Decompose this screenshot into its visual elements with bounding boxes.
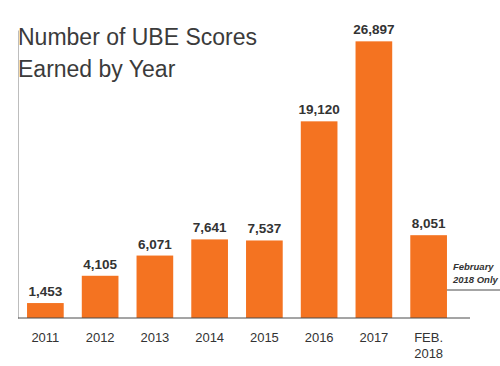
x-tick-label: 2013 [140, 330, 169, 345]
x-tick: 2015 [250, 318, 279, 345]
x-tick: 2011 [31, 318, 59, 345]
data-label: 19,120 [298, 102, 339, 117]
data-label: 7,537 [247, 221, 281, 236]
data-label: 7,641 [193, 220, 227, 235]
x-tick-label: 2012 [86, 330, 115, 345]
data-labels: 1,453 4,105 6,071 7,641 7,537 19,120 26,897 8,0… [28, 22, 446, 299]
x-tick: FEB.2018 [414, 318, 443, 361]
x-tick: 2017 [359, 318, 388, 345]
x-tick-label: 2016 [305, 330, 334, 345]
data-label: 4,105 [83, 257, 117, 272]
x-tick: 2013 [140, 318, 169, 345]
x-tick-label: 2017 [359, 330, 388, 345]
bars [27, 41, 447, 318]
x-tick: 2016 [305, 318, 334, 345]
bar [137, 256, 174, 318]
chart: Number of UBE ScoresEarned by Year201120… [0, 0, 500, 366]
x-tick-label: 2015 [250, 330, 279, 345]
data-label: 26,897 [353, 22, 394, 37]
x-axis: 2011 2012 2013 2014 2015 2016 2017 FEB.2018 [18, 318, 470, 361]
x-tick-label: 2011 [31, 330, 59, 345]
bar [27, 303, 64, 318]
bar [246, 240, 283, 318]
x-tick: 2014 [195, 318, 224, 345]
bar [410, 235, 447, 318]
data-label: 8,051 [412, 216, 446, 231]
y-axis-line [18, 31, 19, 319]
bar [191, 239, 228, 318]
bar [356, 41, 393, 318]
data-label: 6,071 [138, 237, 172, 252]
bar [301, 121, 338, 318]
x-tick: 2012 [86, 318, 115, 345]
x-tick-label: FEB.2018 [414, 330, 443, 361]
data-label: 1,453 [28, 284, 62, 299]
chart-title: Number of UBE ScoresEarned by Year [18, 24, 257, 82]
annotation-line [447, 290, 500, 291]
y-axis [18, 31, 19, 319]
bar [82, 276, 119, 318]
x-axis-line [18, 318, 470, 319]
x-tick-label: 2014 [195, 330, 224, 345]
annotation: February2018 Only [452, 261, 499, 285]
